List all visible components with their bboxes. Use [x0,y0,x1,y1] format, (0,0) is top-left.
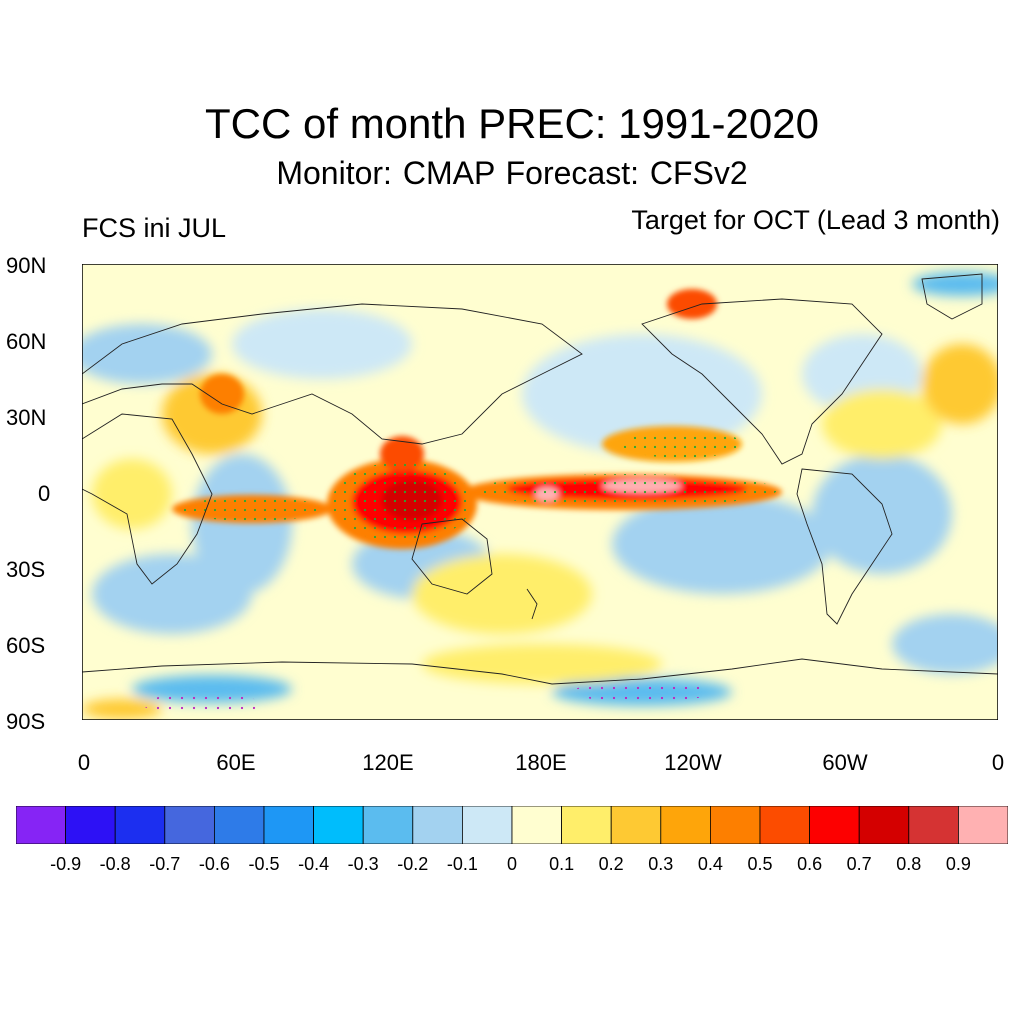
plot-title: TCC of month PREC: 1991-2020 [205,100,819,147]
colorbar-swatch [362,806,414,844]
lat-label-0: 0 [38,481,51,506]
colorbar-label: 0.1 [549,854,575,874]
colorbar-label: -0.6 [198,854,230,874]
colorbar-swatch [908,806,959,844]
lat-label-30s: 30S [6,557,46,582]
colorbar-label: 0.8 [896,854,922,874]
colorbar-label: -0.1 [446,854,478,874]
colorbar-label: -0.9 [50,854,82,874]
colorbar-swatch [65,806,116,844]
colorbar-swatch [660,806,711,844]
lat-label-60n: 60N [6,329,47,354]
colorbar-label: -0.3 [347,854,379,874]
colorbar-label: -0.7 [149,854,181,874]
colorbar-swatch [809,806,860,844]
coastlines [82,273,998,685]
lon-label-120w: 120W [664,750,722,775]
lon-label-60e: 60E [216,750,256,775]
lat-label-90s: 90S [6,709,46,734]
right-annotation: Target for OCT (Lead 3 month) [631,205,1000,235]
lon-label-0: 0 [77,750,91,775]
correlation-field [82,264,998,720]
tcc-map [82,264,998,720]
colorbar-swatch [164,806,215,844]
colorbar-label: 0.3 [648,854,674,874]
colorbar-swatch [610,806,662,844]
colorbar-swatch [511,806,562,844]
colorbar-label: -0.2 [397,854,429,874]
lon-label-60w: 60W [822,750,868,775]
colorbar-label: -0.4 [298,854,330,874]
colorbar-label: 0 [506,854,518,874]
colorbar-label: 0.7 [846,854,872,874]
colorbar-swatch [710,806,761,844]
colorbar [16,806,1008,844]
colorbar-swatch [412,806,463,844]
colorbar-label: 0.9 [945,854,971,874]
colorbar-swatch [561,806,612,844]
colorbar-swatch [313,806,364,844]
lon-label-180e: 180E [515,750,567,775]
plot-subtitle: Monitor: CMAP Forecast: CFSv2 [276,155,748,191]
colorbar-label: -0.8 [99,854,131,874]
colorbar-label: -0.5 [248,854,280,874]
colorbar-label: 0.5 [747,854,773,874]
colorbar-label: 0.2 [598,854,624,874]
colorbar-swatch [16,806,66,844]
lat-label-30n: 30N [6,405,47,430]
colorbar-swatch [114,806,166,844]
lat-label-90n: 90N [6,253,47,278]
colorbar-swatch [263,806,314,844]
colorbar-swatch [213,806,265,844]
lon-label-120e: 120E [362,750,414,775]
colorbar-swatch [461,806,513,844]
lon-label-0-east: 0 [991,750,1005,775]
left-annotation: FCS ini JUL [82,213,227,243]
lat-label-60s: 60S [6,633,46,658]
colorbar-swatch [858,806,910,844]
colorbar-label: 0.6 [797,854,823,874]
colorbar-swatch [958,806,1008,844]
colorbar-swatch [759,806,810,844]
colorbar-label: 0.4 [697,854,723,874]
